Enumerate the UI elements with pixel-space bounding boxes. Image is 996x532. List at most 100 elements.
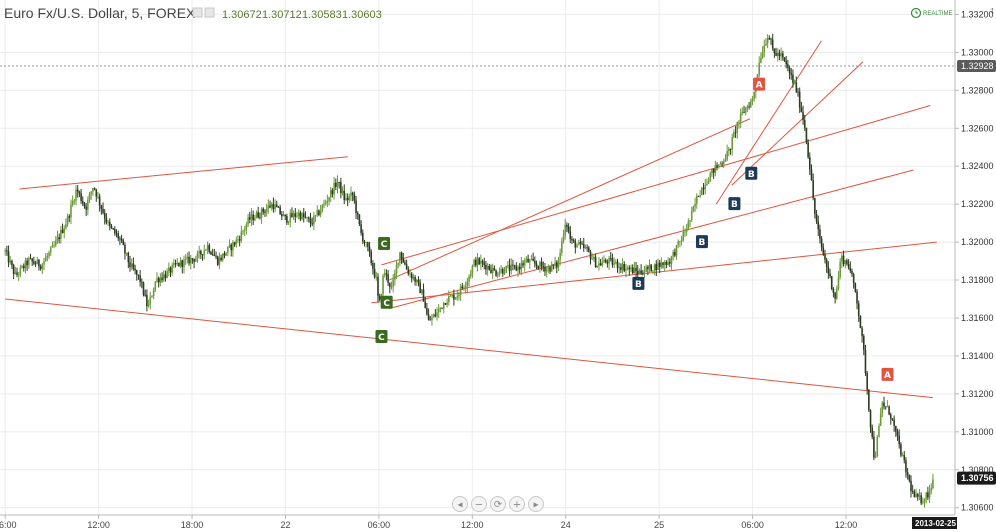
candle-body <box>633 267 636 274</box>
candle-body <box>449 295 452 297</box>
trendline[interactable] <box>389 118 751 281</box>
candle-body <box>211 254 214 256</box>
axis-scroll-icon[interactable]: ↕ <box>990 5 995 15</box>
candle-body <box>648 264 651 269</box>
candle-body <box>601 262 604 266</box>
candle-body <box>505 265 507 273</box>
annotation-badge-b[interactable]: B <box>728 197 741 211</box>
annotation-badge-c[interactable]: C <box>375 329 388 343</box>
candle-body <box>881 402 884 414</box>
zoom-in-button[interactable]: + <box>509 496 525 512</box>
annotation-badge-b[interactable]: B <box>695 235 708 249</box>
candle-body <box>250 214 253 220</box>
toggle-icon-2[interactable] <box>204 7 215 18</box>
annotation-badge-c[interactable]: C <box>378 236 391 250</box>
candle-body <box>905 460 907 473</box>
candle-body <box>311 223 313 225</box>
toggle-icon-1[interactable] <box>192 7 203 18</box>
candle-body <box>778 52 781 57</box>
candle-body <box>28 258 30 266</box>
annotation-badge-c[interactable]: C <box>380 295 393 309</box>
candle-body <box>291 213 293 218</box>
candle-body <box>834 292 836 299</box>
candle-body <box>235 239 238 245</box>
candle-body <box>561 241 563 253</box>
candle-body <box>490 269 492 273</box>
y-tick-label: 1.33000 <box>961 47 994 57</box>
scroll-left-button[interactable]: ◂ <box>452 496 468 512</box>
candle-body <box>107 221 109 223</box>
y-tick-label: 1.32400 <box>961 161 994 171</box>
candle-body <box>555 262 558 268</box>
candle-body <box>95 189 98 197</box>
trendline[interactable] <box>389 169 914 309</box>
candle-body <box>670 256 673 264</box>
candle-body <box>377 276 379 297</box>
trendline[interactable] <box>5 298 933 399</box>
scroll-right-button[interactable]: ▸ <box>528 496 544 512</box>
candle-body <box>635 267 637 272</box>
candle-body <box>901 455 904 456</box>
candle-body <box>127 252 130 263</box>
candle-body <box>719 163 722 165</box>
candle-body <box>847 264 850 268</box>
annotation-badge-b[interactable]: B <box>632 276 645 290</box>
candle-body <box>313 216 315 225</box>
candle-body <box>402 258 405 263</box>
candle-body <box>385 273 388 275</box>
annotation-badge-a[interactable]: A <box>881 367 894 381</box>
annotation-label: A <box>756 81 763 91</box>
trendline[interactable] <box>381 105 931 266</box>
annotation-badge-b[interactable]: B <box>745 166 758 180</box>
candle-body <box>260 208 263 218</box>
candle-body <box>469 273 472 277</box>
candle-body <box>722 161 725 164</box>
candle-body <box>572 240 575 242</box>
candle-body <box>738 121 740 123</box>
price-axis[interactable]: 1.33200 1.33000 1.32800 1.32600 1.32400 1.322… <box>954 0 996 515</box>
candle-body <box>915 493 917 498</box>
candle-body <box>458 294 460 297</box>
header-toggle-icons[interactable] <box>192 7 215 18</box>
trendlines[interactable] <box>5 40 937 399</box>
zoom-out-button[interactable]: − <box>471 496 487 512</box>
candle-body <box>70 204 72 218</box>
reset-button[interactable]: ⟳ <box>490 496 506 512</box>
candle-body <box>108 221 111 226</box>
candle-body <box>81 200 84 204</box>
x-tick-label: 12:00 <box>461 520 484 530</box>
candle-body <box>110 225 113 229</box>
trendline[interactable] <box>715 40 822 205</box>
candle-body <box>760 57 762 63</box>
annotation-badge-a[interactable]: A <box>753 77 766 91</box>
zoom-out-icon: − <box>475 500 483 511</box>
candle-body <box>220 257 222 261</box>
candle-body <box>247 217 249 225</box>
candle-body <box>252 214 254 221</box>
candle-body <box>100 205 103 209</box>
candle-body <box>335 182 337 187</box>
candle-body <box>76 189 79 192</box>
annotation-label: A <box>884 371 891 381</box>
candle-body <box>694 203 696 207</box>
candle-body <box>878 425 880 438</box>
candle-body <box>436 312 438 317</box>
candle-body <box>928 491 931 498</box>
candle-body <box>360 224 362 233</box>
trendline[interactable] <box>19 156 348 190</box>
candle-body <box>90 191 93 194</box>
candle-body <box>134 268 136 271</box>
candle-body <box>304 216 307 218</box>
candle-body <box>232 242 234 251</box>
time-axis[interactable]: 06:00 12:00 18:00 22 06:00 12:00 24 25 06:00 12:0… <box>0 514 957 530</box>
candle-body <box>593 256 595 260</box>
candle-body <box>763 45 766 53</box>
trendline[interactable] <box>731 61 864 186</box>
candle-body <box>895 425 897 432</box>
date-label: 2013-02-25 <box>912 517 957 529</box>
chart-navigation[interactable]: ◂ − ⟳ + ▸ <box>452 496 544 512</box>
candle-body <box>814 198 816 214</box>
candles <box>4 33 934 508</box>
candle-body <box>400 252 403 259</box>
